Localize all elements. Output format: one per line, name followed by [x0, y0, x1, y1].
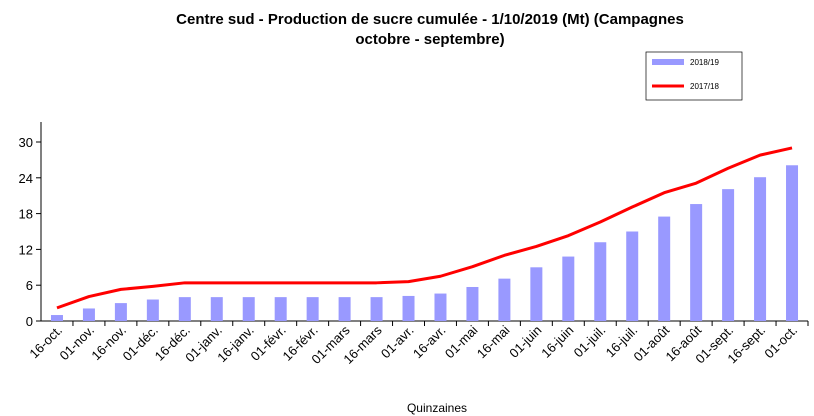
chart-title: Centre sud - Production de sucre cumulée… — [176, 11, 684, 48]
legend-swatch — [652, 59, 684, 65]
bar — [210, 297, 223, 321]
bar — [50, 315, 63, 321]
bar — [530, 267, 543, 321]
bar — [562, 256, 575, 321]
bar — [114, 303, 127, 321]
line — [56, 146, 793, 310]
y-tick-label: 12 — [19, 242, 33, 257]
bar — [658, 216, 671, 321]
bar — [498, 278, 511, 321]
bar — [370, 297, 383, 321]
y-tick-label: 18 — [19, 207, 33, 222]
bar — [786, 165, 799, 321]
bar — [626, 231, 639, 321]
bar — [722, 189, 735, 321]
bar — [82, 308, 95, 321]
bar — [146, 299, 159, 321]
bar — [466, 286, 479, 321]
y-tick-label: 30 — [19, 135, 33, 150]
legend-label: 2017/18 — [690, 82, 719, 91]
bar — [338, 297, 351, 321]
bar — [434, 293, 447, 321]
bar — [690, 204, 703, 321]
legend-label: 2018/19 — [690, 58, 719, 67]
bar — [274, 297, 287, 321]
bar — [754, 177, 767, 321]
y-tick-label: 0 — [26, 314, 33, 329]
y-tick-label: 6 — [26, 278, 33, 293]
x-axis-label: Quinzaines — [407, 401, 467, 415]
bar — [402, 295, 415, 321]
bar — [242, 297, 255, 321]
bar — [594, 242, 607, 321]
bar — [178, 297, 191, 321]
y-tick-label: 24 — [19, 171, 33, 186]
bar — [306, 297, 319, 321]
